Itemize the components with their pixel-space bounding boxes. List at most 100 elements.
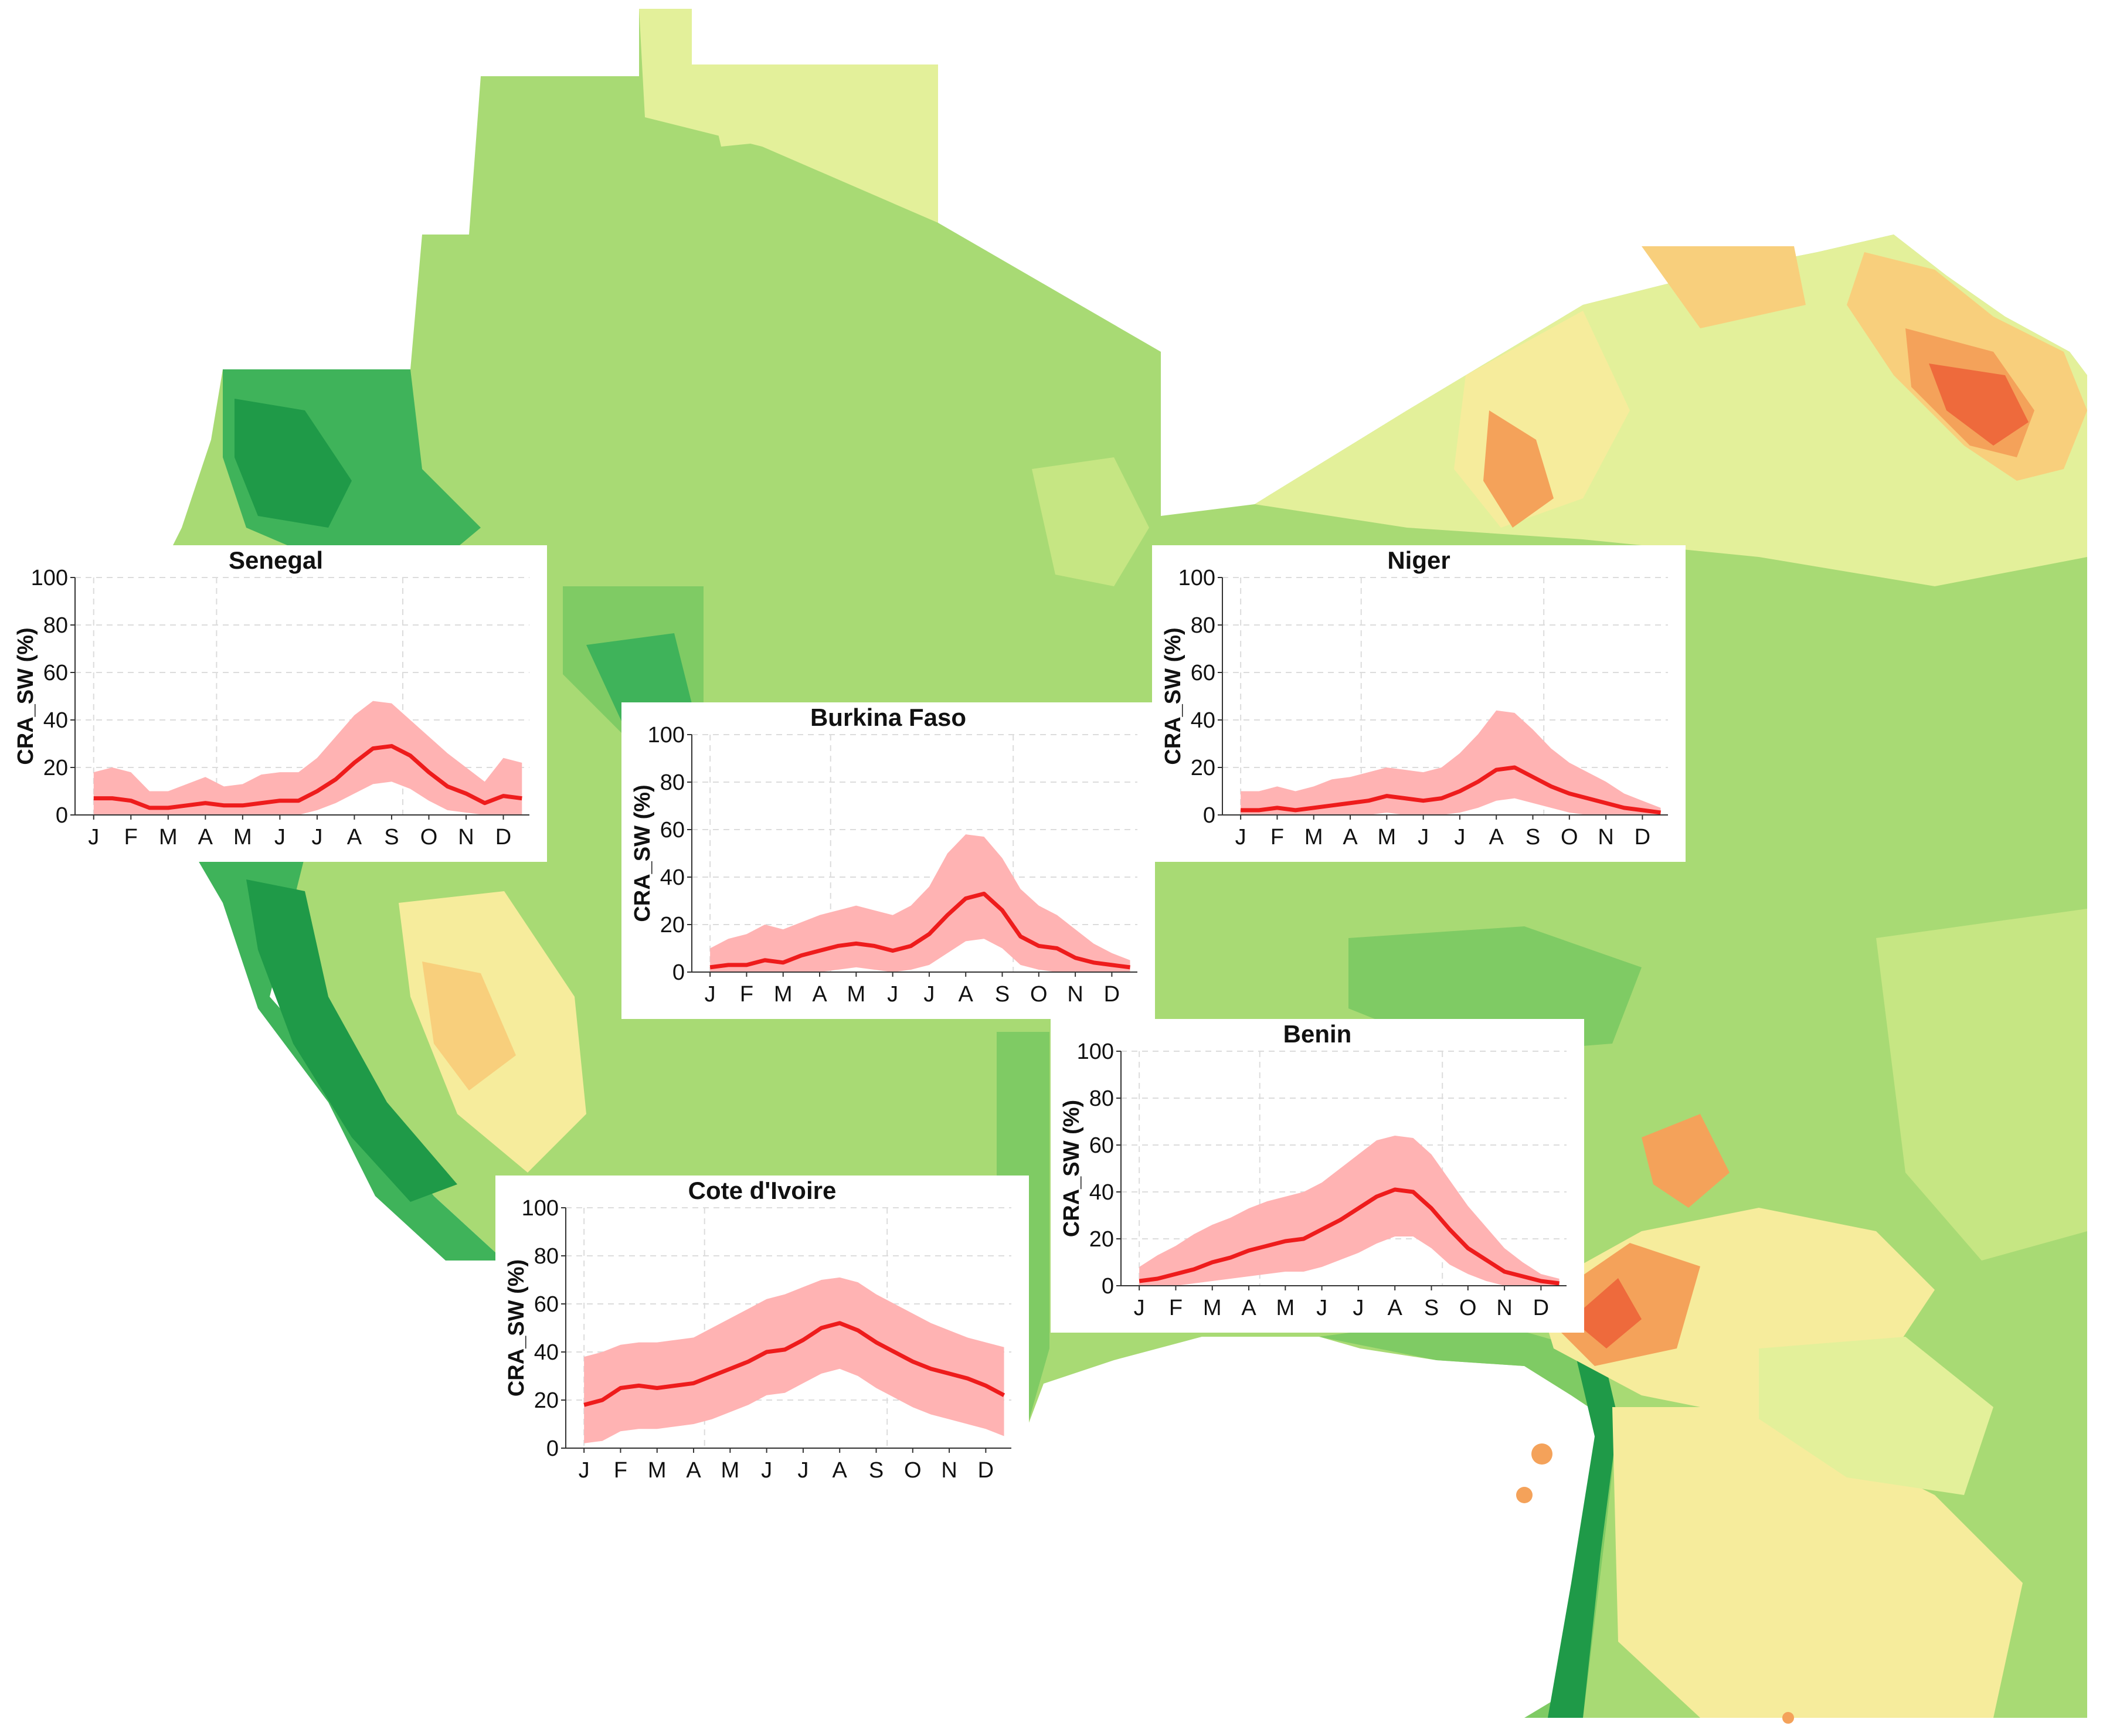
y-tick-label: 40 — [660, 865, 685, 890]
inset-chart-benin: 0 20 40 60 80 100 J F M A M J J A S O N D CRA_SW (%) Benin — [1051, 1019, 1584, 1333]
y-tick-label: 20 — [43, 756, 68, 780]
x-tick-label: N — [1067, 982, 1083, 1007]
x-tick-label: D — [1533, 1296, 1549, 1320]
x-tick-label: J — [887, 982, 898, 1007]
x-tick-label: D — [1104, 982, 1120, 1007]
x-tick-label: O — [1030, 982, 1048, 1007]
x-tick-label: A — [1343, 825, 1358, 850]
y-tick-label: 0 — [1203, 803, 1215, 828]
x-tick-label: F — [740, 982, 753, 1007]
y-tick-label: 20 — [1191, 756, 1215, 780]
x-tick-label: D — [495, 825, 511, 850]
x-tick-label: N — [1598, 825, 1613, 850]
y-tick-label: 80 — [534, 1244, 559, 1269]
map-terrain-region — [639, 9, 938, 223]
y-tick-label: 40 — [1191, 708, 1215, 733]
y-tick-label: 0 — [546, 1436, 559, 1461]
inset-chart-senegal: 0 20 40 60 80 100 J F M A M J J A S O N D CRA_SW (%) Seneg… — [5, 545, 547, 862]
x-tick-label: S — [869, 1458, 884, 1483]
x-tick-label: S — [1424, 1296, 1439, 1320]
x-tick-label: O — [904, 1458, 922, 1483]
x-tick-label: M — [1276, 1296, 1295, 1320]
y-axis-label: CRA_SW (%) — [1059, 1100, 1084, 1237]
map-terrain-region — [141, 762, 504, 1261]
map-terrain-region — [1642, 246, 1806, 328]
x-tick-label: J — [923, 982, 935, 1007]
y-tick-label: 100 — [31, 566, 68, 590]
y-tick-label: 60 — [1089, 1133, 1114, 1158]
y-tick-label: 100 — [1178, 566, 1215, 590]
x-tick-label: J — [1353, 1296, 1364, 1320]
map-terrain-region — [1612, 1407, 2023, 1718]
y-tick-label: 100 — [648, 723, 685, 748]
x-tick-label: N — [1496, 1296, 1512, 1320]
map-island — [1782, 1712, 1794, 1724]
x-tick-label: D — [1635, 825, 1650, 850]
mean-line — [1139, 1187, 1560, 1286]
map-terrain-region — [1929, 363, 2029, 446]
y-tick-label: 60 — [1191, 661, 1215, 685]
map-terrain-region — [1032, 457, 1149, 586]
range-band — [93, 701, 522, 815]
map-terrain-region — [1876, 909, 2087, 1261]
x-tick-label: N — [458, 825, 474, 850]
map-terrain-region — [1571, 1278, 1642, 1348]
x-tick-label: F — [124, 825, 138, 850]
map-terrain-region — [1642, 1114, 1730, 1208]
y-tick-label: 40 — [43, 708, 68, 733]
x-tick-label: M — [233, 825, 252, 850]
x-tick-label: J — [1454, 825, 1465, 850]
x-tick-label: O — [420, 825, 438, 850]
map-terrain-region — [1483, 410, 1554, 528]
chart-title: Senegal — [228, 546, 324, 574]
chart-title: Burkina Faso — [810, 704, 967, 731]
map-terrain-region — [1524, 1307, 1618, 1718]
x-tick-label: M — [1377, 825, 1396, 850]
map-terrain-region — [704, 70, 780, 147]
x-tick-label: S — [995, 982, 1010, 1007]
y-tick-label: 80 — [1089, 1086, 1114, 1111]
map-terrain-region — [246, 879, 457, 1202]
mean-line — [1241, 765, 1661, 815]
x-tick-label: J — [579, 1458, 590, 1483]
x-tick-label: M — [847, 982, 865, 1007]
chart-title: Benin — [1283, 1020, 1352, 1048]
y-tick-label: 20 — [534, 1388, 559, 1413]
y-tick-label: 100 — [1077, 1039, 1114, 1064]
x-tick-label: F — [1270, 825, 1284, 850]
x-tick-label: O — [1561, 825, 1578, 850]
x-tick-label: M — [774, 982, 793, 1007]
x-tick-label: M — [1304, 825, 1323, 850]
x-tick-label: A — [959, 982, 974, 1007]
x-tick-label: A — [347, 825, 362, 850]
y-tick-label: 20 — [660, 913, 685, 937]
inset-chart-burkina-faso: 0 20 40 60 80 100 J F M A M J J A S O N D CRA_SW (%) Burki… — [621, 702, 1155, 1019]
x-tick-label: J — [1418, 825, 1429, 850]
x-tick-label: A — [1241, 1296, 1256, 1320]
map-terrain-region — [235, 399, 352, 528]
x-tick-label: J — [1316, 1296, 1327, 1320]
x-tick-label: A — [833, 1458, 848, 1483]
y-tick-label: 100 — [522, 1196, 559, 1221]
map-terrain-region — [586, 633, 692, 721]
y-axis-label: CRA_SW (%) — [1161, 627, 1185, 765]
x-tick-label: A — [1489, 825, 1504, 850]
mean-line — [583, 1321, 1005, 1407]
x-tick-label: M — [721, 1458, 739, 1483]
range-band — [1139, 1136, 1560, 1286]
y-tick-label: 80 — [1191, 613, 1215, 638]
y-tick-label: 0 — [672, 960, 685, 985]
y-tick-label: 0 — [56, 803, 68, 828]
x-tick-label: J — [88, 825, 99, 850]
x-tick-label: F — [614, 1458, 627, 1483]
y-tick-label: 40 — [534, 1340, 559, 1365]
x-tick-label: J — [1235, 825, 1246, 850]
x-tick-label: J — [1134, 1296, 1145, 1320]
map-terrain-region — [422, 962, 516, 1090]
x-tick-label: A — [1388, 1296, 1403, 1320]
